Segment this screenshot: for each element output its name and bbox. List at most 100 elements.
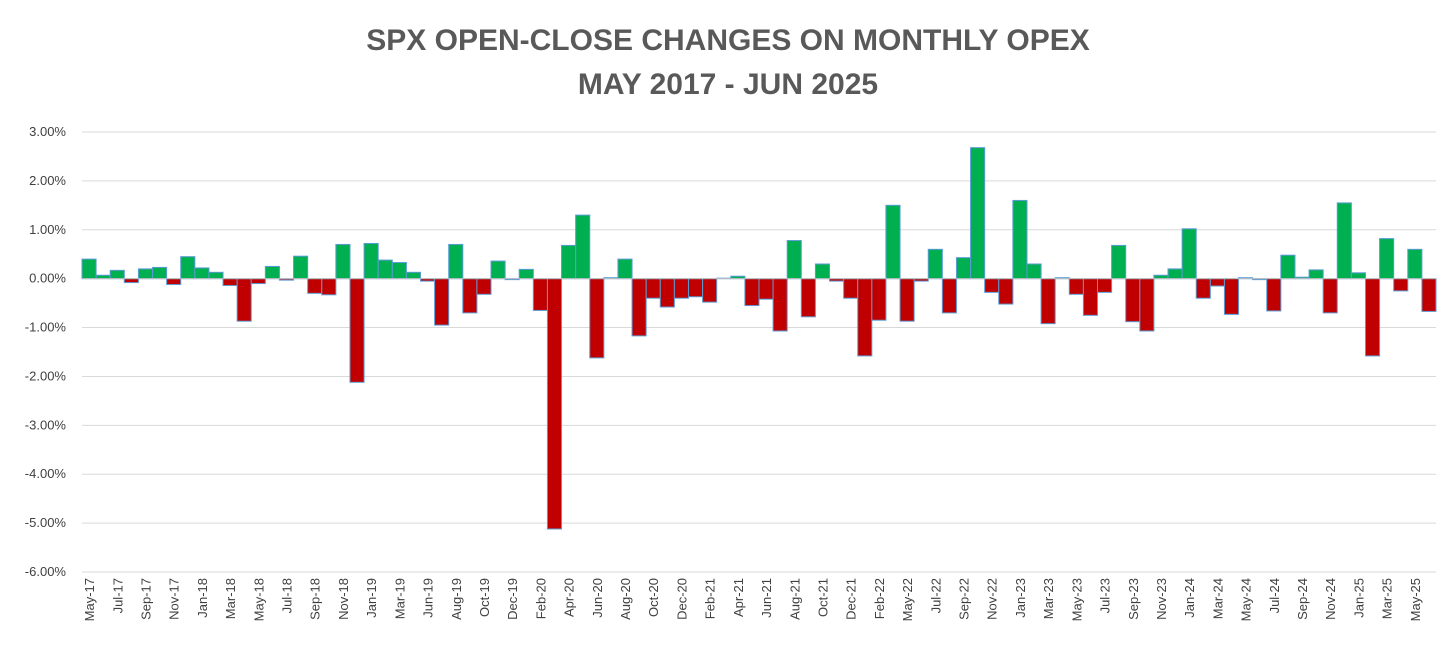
x-tick-label: Nov-24 bbox=[1323, 578, 1338, 620]
x-tick-label: Apr-21 bbox=[731, 578, 746, 617]
x-tick-label: Jul-17 bbox=[110, 578, 125, 613]
bar bbox=[744, 278, 760, 307]
bar bbox=[970, 147, 986, 280]
x-tick-label: Nov-23 bbox=[1154, 578, 1169, 620]
y-tick-label: -1.00% bbox=[25, 320, 67, 335]
bar bbox=[575, 214, 591, 280]
bar bbox=[1223, 278, 1240, 315]
x-tick-label: Feb-21 bbox=[703, 578, 718, 619]
bar bbox=[1209, 278, 1225, 287]
x-tick-label: Sep-23 bbox=[1126, 578, 1141, 620]
bar bbox=[1026, 263, 1042, 280]
bar bbox=[264, 265, 280, 280]
bar bbox=[1097, 278, 1113, 293]
x-tick-label: Apr-20 bbox=[562, 578, 577, 617]
bar bbox=[1280, 254, 1296, 280]
x-tick-label: Mar-25 bbox=[1380, 578, 1395, 619]
x-tick-label: Sep-17 bbox=[138, 578, 153, 620]
y-tick-label: 0.00% bbox=[29, 271, 66, 286]
x-tick-label: Oct-19 bbox=[477, 578, 492, 617]
bar bbox=[546, 278, 563, 530]
bar bbox=[321, 278, 337, 296]
bar bbox=[1012, 199, 1028, 280]
x-tick-label: Nov-18 bbox=[336, 578, 351, 620]
x-tick-label: Sep-24 bbox=[1295, 578, 1310, 620]
x-tick-label: Jul-18 bbox=[280, 578, 295, 613]
bar bbox=[871, 278, 887, 321]
bar bbox=[490, 260, 506, 280]
bar bbox=[1407, 248, 1423, 280]
y-tick-label: 3.00% bbox=[29, 124, 66, 139]
bar bbox=[955, 257, 972, 280]
x-tick-label: Mar-18 bbox=[223, 578, 238, 619]
bar bbox=[363, 242, 379, 280]
x-tick-label: May-17 bbox=[82, 578, 97, 621]
bar bbox=[1125, 278, 1141, 323]
bar bbox=[250, 278, 266, 285]
bar bbox=[1421, 278, 1437, 312]
y-tick-label: -3.00% bbox=[25, 417, 67, 432]
bar bbox=[631, 278, 647, 337]
chart-subtitle: MAY 2017 - JUN 2025 bbox=[578, 68, 878, 101]
x-tick-label: May-18 bbox=[251, 578, 266, 621]
bar bbox=[518, 268, 534, 280]
x-tick-label: Jan-18 bbox=[195, 578, 210, 618]
bar bbox=[786, 240, 802, 280]
bar bbox=[857, 278, 873, 357]
bar bbox=[349, 278, 365, 383]
bar bbox=[434, 278, 450, 326]
bar bbox=[1322, 278, 1338, 314]
x-tick-label: Jan-24 bbox=[1182, 578, 1197, 618]
x-tick-label: Jun-19 bbox=[421, 578, 436, 618]
bar bbox=[1308, 269, 1324, 280]
bar bbox=[532, 278, 548, 311]
y-tick-label: 2.00% bbox=[29, 173, 66, 188]
x-tick-label: Mar-19 bbox=[392, 578, 407, 619]
x-tick-label: Oct-20 bbox=[646, 578, 661, 617]
bar bbox=[391, 262, 407, 280]
bar bbox=[293, 255, 309, 280]
bar bbox=[885, 204, 901, 280]
bar bbox=[772, 278, 788, 332]
bar bbox=[843, 278, 859, 299]
bar bbox=[941, 278, 957, 314]
bar bbox=[462, 278, 478, 314]
y-tick-label: -5.00% bbox=[25, 515, 67, 530]
x-tick-label: Sep-18 bbox=[308, 578, 323, 620]
bar bbox=[1350, 272, 1366, 280]
bar bbox=[81, 258, 97, 280]
x-tick-label: May-23 bbox=[1069, 578, 1084, 621]
bar bbox=[476, 278, 492, 295]
bar bbox=[109, 269, 125, 280]
bar bbox=[1181, 228, 1197, 280]
bar bbox=[1153, 274, 1169, 280]
bar bbox=[758, 278, 774, 300]
x-tick-label: Jan-25 bbox=[1351, 578, 1366, 618]
bar bbox=[448, 243, 464, 280]
bar bbox=[377, 259, 393, 280]
bar bbox=[1068, 278, 1084, 295]
bar bbox=[800, 278, 816, 318]
y-tick-label: -6.00% bbox=[25, 564, 67, 579]
bar bbox=[1336, 202, 1352, 280]
bar bbox=[194, 267, 210, 280]
bar bbox=[208, 271, 224, 280]
x-tick-label: Mar-23 bbox=[1041, 578, 1056, 619]
bar bbox=[137, 268, 154, 280]
x-tick-label: Jun-21 bbox=[759, 578, 774, 618]
bar bbox=[984, 278, 1000, 293]
bar bbox=[1195, 278, 1211, 299]
bar bbox=[814, 263, 831, 280]
bar bbox=[1393, 278, 1409, 292]
bar bbox=[307, 278, 323, 294]
y-tick-label: -2.00% bbox=[25, 368, 67, 383]
x-tick-label: Jun-20 bbox=[590, 578, 605, 618]
x-tick-label: May-22 bbox=[900, 578, 915, 621]
x-tick-label: Sep-22 bbox=[957, 578, 972, 620]
x-tick-label: Nov-22 bbox=[985, 578, 1000, 620]
x-tick-label: Aug-21 bbox=[787, 578, 802, 620]
x-tick-label: Jul-24 bbox=[1267, 578, 1282, 613]
bar bbox=[899, 278, 915, 322]
bar bbox=[645, 278, 661, 299]
x-tick-label: Jul-22 bbox=[928, 578, 943, 613]
